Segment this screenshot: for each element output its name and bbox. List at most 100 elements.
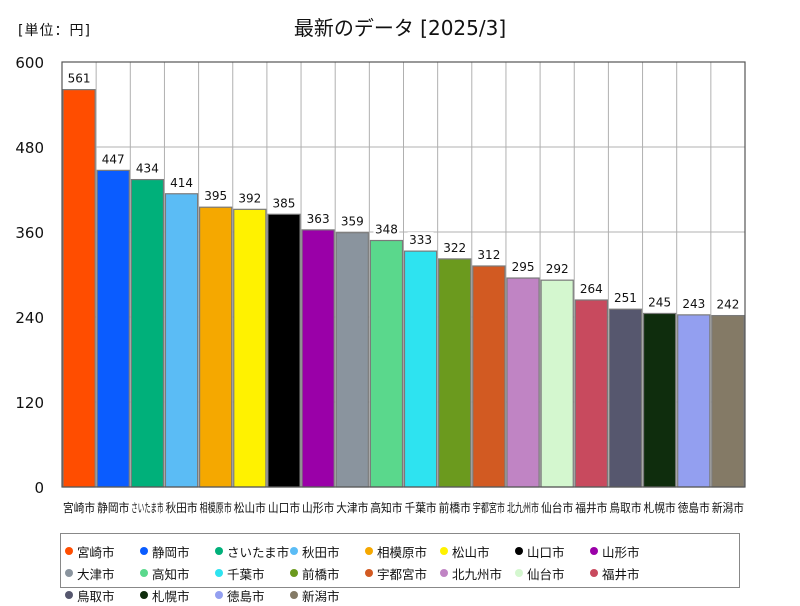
data-label-bg [373,221,400,238]
bar [608,308,643,488]
x-tick-label: 鳥取市 [609,500,641,515]
data-label: 359 [341,215,364,229]
legend-marker-icon [290,591,298,599]
legend-label: 高知市 [152,566,190,582]
legend-marker-icon [440,547,448,555]
bar [642,312,677,488]
bar [506,277,540,488]
legend-marker-icon [515,569,523,577]
x-tick-label: 徳島市 [678,500,710,515]
legend-marker-icon [590,569,598,577]
bar [62,89,96,488]
unit-label: [単位：円] [18,23,91,39]
data-label: 392 [238,191,261,205]
legend-label: さいたま市 [227,544,290,560]
legend-label: 福井市 [602,566,640,582]
data-label: 295 [512,260,535,274]
x-tick-label: 相模原市 [200,500,232,515]
data-label: 251 [614,291,637,305]
legend-item: 静岡市 [140,540,215,562]
legend-item: 前橋市 [290,562,365,584]
x-tick-label: 前橋市 [439,500,471,515]
x-tick-label: 静岡市 [97,500,129,515]
legend-item: 札幌市 [140,584,215,606]
legend-marker-icon [365,569,373,577]
legend-label: 静岡市 [152,544,190,560]
legend-label: 松山市 [452,544,490,560]
data-label-bg [714,296,741,313]
data-label: 561 [68,72,91,86]
chart-title: 最新のデータ [2025/3] [293,16,507,40]
data-label-bg [475,247,502,263]
x-tick-label: 千葉市 [405,500,437,515]
legend-marker-icon [290,569,298,577]
data-label-bg [441,239,468,256]
legend-marker-icon [215,591,223,599]
x-tick-label: さいたま市 [131,500,163,515]
legend-label: 新潟市 [302,588,340,604]
bar [267,213,301,488]
x-tick-label: 福井市 [575,500,607,515]
legend-item: 鳥取市 [65,584,140,606]
data-label: 363 [307,212,330,226]
legend: 宮崎市 静岡市 さいたま市 秋田市 相模原市 松山市 山口市 山形市大津市 高知市 千葉市 前橋市 宇… [60,533,740,604]
legend-item: 大津市 [65,562,140,584]
y-tick-label: 600 [15,54,44,72]
legend-item: 宇都宮市 [365,562,440,584]
y-tick-label: 0 [34,479,44,497]
bar [369,239,404,488]
x-tick-label: 宮崎市 [63,500,95,515]
legend-label: 相模原市 [377,544,428,560]
data-label-bg [270,195,297,212]
data-label-bg [680,295,707,312]
legend-label: 札幌市 [152,588,190,604]
bar [677,314,711,488]
y-tick-label: 120 [15,394,44,412]
bar [130,178,165,488]
data-label: 242 [716,298,739,312]
legend-marker-icon [65,547,73,555]
x-tick-label: 宇都宮市 [473,500,505,515]
data-label: 322 [443,241,466,255]
legend-marker-icon [65,591,73,599]
x-tick-label: 仙台市 [541,500,573,515]
legend-item: 徳島市 [215,584,290,606]
data-label-bg [168,174,195,191]
x-tick-label: 山口市 [268,500,300,515]
legend-label: 宮崎市 [77,544,115,560]
y-tick-label: 360 [15,224,44,242]
data-label-bg [100,151,127,168]
legend-label: 北九州市 [452,566,503,582]
data-label: 243 [682,297,705,311]
legend-label: 仙台市 [527,566,565,582]
legend-item: 宮崎市 [65,540,140,562]
legend-label: 山口市 [527,544,565,560]
legend-marker-icon [140,591,148,599]
legend-marker-icon [140,547,148,555]
bar-chart: 0 120 240 360 480 600 561 宮崎市 447 静岡市 434 さいたま市 414 秋… [15,54,746,515]
data-label: 245 [648,295,671,309]
data-label-bg [646,294,673,311]
legend-item: 千葉市 [215,562,290,584]
bar [96,169,130,488]
legend-label: 徳島市 [227,588,265,604]
data-label-bg [66,70,93,87]
data-label: 333 [409,233,432,247]
x-tick-label: 高知市 [370,500,402,515]
data-label-bg [407,232,434,249]
legend-label: 山形市 [602,544,640,560]
legend-item: 高知市 [140,562,215,584]
legend-label: 秋田市 [302,544,340,560]
bar [301,229,335,488]
legend-label: 大津市 [77,566,115,582]
data-label-bg [202,188,229,205]
legend-label: 鳥取市 [77,588,115,604]
legend-marker-icon [515,547,523,555]
data-label-bg [305,210,332,227]
legend-marker-icon [590,547,598,555]
legend-marker-icon [140,569,148,577]
data-label-bg [544,261,571,278]
legend-item: 松山市 [440,540,515,562]
bar [438,258,472,488]
data-label-bg [578,281,605,297]
